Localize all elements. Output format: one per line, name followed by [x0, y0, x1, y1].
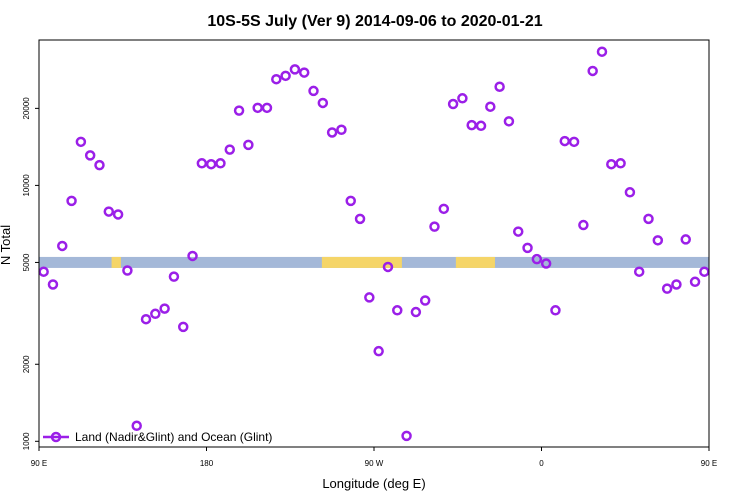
data-point [587, 65, 598, 77]
data-point [633, 266, 645, 277]
chart-title: 10S-5S July (Ver 9) 2014-09-06 to 2020-0… [207, 13, 542, 30]
data-point [522, 242, 533, 254]
data-point [531, 253, 543, 265]
data-point [317, 97, 329, 109]
data-point [187, 250, 198, 262]
data-point [140, 313, 152, 325]
data-point [503, 116, 515, 127]
data-point [75, 136, 87, 148]
data-point [624, 187, 636, 198]
data-point [512, 226, 524, 237]
data-point [475, 120, 487, 132]
data-point [401, 430, 412, 442]
data-point [429, 221, 440, 232]
data-point [215, 158, 226, 169]
data-point [671, 279, 682, 290]
data-point [233, 105, 245, 116]
data-point [466, 119, 477, 131]
data-point [596, 46, 608, 57]
data-point [196, 158, 208, 169]
land-segment [455, 256, 495, 268]
data-point [373, 345, 384, 357]
data-point [354, 213, 366, 225]
data-point [298, 67, 310, 78]
y-tick-label: 1000 [22, 432, 31, 450]
data-point [550, 305, 561, 316]
y-tick-label: 5000 [22, 253, 31, 271]
data-point [224, 144, 236, 155]
data-point [168, 271, 180, 282]
data-point [438, 203, 450, 215]
data-point [364, 292, 375, 303]
data-point [652, 235, 664, 246]
data-points [38, 46, 710, 442]
data-point [66, 195, 77, 207]
data-point [447, 98, 459, 110]
y-axis-label: N Total [0, 225, 13, 265]
x-tick-label: 90 E [701, 459, 717, 468]
data-point [699, 266, 710, 277]
x-axis-label: Longitude (deg E) [322, 476, 425, 491]
legend: Land (Nadir&Glint) and Ocean (Glint) [43, 430, 272, 444]
x-tick-label: 180 [200, 459, 214, 468]
data-point [271, 73, 282, 85]
data-point [615, 158, 626, 169]
data-point [84, 150, 96, 161]
data-point [57, 240, 68, 252]
data-point [94, 159, 105, 171]
data-point [382, 261, 394, 273]
data-point [252, 102, 263, 114]
data-point [205, 158, 217, 170]
data-point [261, 102, 273, 114]
land-ocean-band [39, 256, 709, 268]
data-point [177, 321, 189, 333]
data-point [606, 158, 617, 170]
data-point [289, 64, 301, 75]
y-axis: 1000 2000 5000 10000 20000 [22, 97, 39, 450]
data-point [103, 206, 115, 217]
data-point [159, 303, 170, 314]
data-point [485, 101, 496, 112]
data-point [578, 219, 589, 231]
data-point [568, 136, 580, 148]
data-point [540, 258, 552, 269]
land-segment [321, 256, 402, 268]
data-point [122, 265, 133, 276]
data-point [419, 295, 431, 306]
data-point [243, 139, 254, 151]
x-tick-label: 0 [539, 459, 544, 468]
data-point [345, 195, 356, 207]
data-point [131, 420, 142, 432]
data-point [47, 279, 59, 290]
data-point [392, 305, 403, 316]
data-point [326, 127, 338, 138]
land-segment [111, 256, 121, 268]
data-point [559, 135, 571, 147]
data-point [280, 70, 291, 82]
data-point [680, 234, 691, 245]
data-point [494, 81, 505, 92]
data-point [150, 308, 161, 320]
x-tick-label: 90 W [365, 459, 384, 468]
y-tick-label: 20000 [22, 97, 31, 120]
legend-marker [50, 431, 62, 443]
x-axis: 90 E 180 90 W 0 90 E [31, 447, 717, 468]
data-point [457, 93, 468, 104]
y-tick-label: 2000 [22, 355, 31, 373]
data-point [643, 213, 654, 225]
y-tick-label: 10000 [22, 174, 31, 197]
data-point [689, 276, 701, 288]
plot-frame [38, 39, 710, 448]
data-point [38, 266, 49, 277]
data-point [112, 209, 124, 220]
data-point [661, 283, 673, 294]
data-point [308, 85, 319, 97]
legend-label: Land (Nadir&Glint) and Ocean (Glint) [75, 430, 272, 444]
data-point [336, 124, 347, 135]
x-tick-label: 90 E [31, 459, 47, 468]
data-point [410, 306, 422, 318]
